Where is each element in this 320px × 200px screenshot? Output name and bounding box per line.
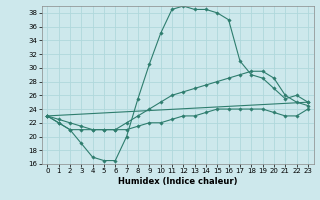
X-axis label: Humidex (Indice chaleur): Humidex (Indice chaleur) (118, 177, 237, 186)
